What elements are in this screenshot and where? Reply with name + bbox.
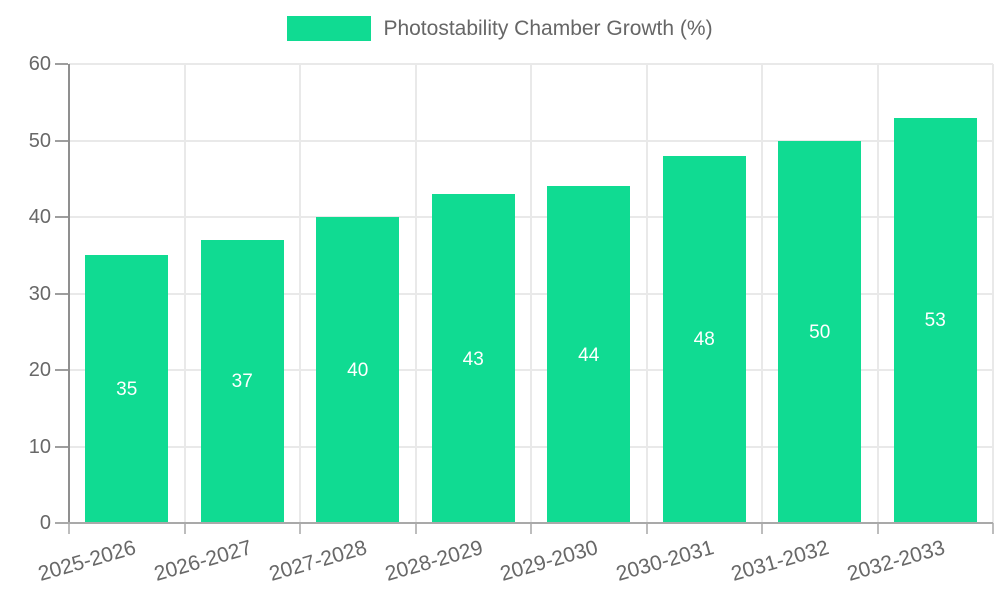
x-tick-label: 2030-2031 bbox=[613, 536, 717, 586]
y-tick-label: 10 bbox=[28, 435, 51, 458]
x-axis-tick bbox=[414, 523, 417, 534]
y-axis-tick bbox=[55, 63, 68, 65]
y-tick-label: 50 bbox=[28, 129, 51, 152]
y-axis-tick bbox=[55, 216, 68, 218]
x-tick-label: 2031-2032 bbox=[728, 536, 832, 586]
legend-swatch bbox=[287, 16, 372, 41]
y-axis-tick bbox=[55, 445, 68, 448]
legend-label: Photostability Chamber Growth (%) bbox=[383, 16, 713, 40]
x-axis-tick bbox=[183, 523, 186, 534]
x-tick-label: 2027-2028 bbox=[266, 536, 370, 586]
x-axis-line bbox=[55, 522, 993, 524]
y-tick-label: 60 bbox=[28, 53, 51, 75]
gridline-vertical bbox=[299, 64, 301, 523]
y-axis-line bbox=[68, 64, 70, 523]
bar-2027-2028[interactable] bbox=[316, 217, 400, 523]
x-tick-label: 2028-2029 bbox=[382, 536, 486, 586]
y-tick-label: 20 bbox=[28, 359, 51, 381]
bar-2025-2026[interactable] bbox=[85, 255, 169, 523]
bar-2030-2031[interactable] bbox=[662, 155, 746, 523]
gridline-vertical bbox=[645, 64, 648, 523]
gridline-vertical bbox=[414, 64, 417, 523]
x-tick-label: 2026-2027 bbox=[151, 536, 255, 586]
gridline-vertical bbox=[530, 64, 532, 523]
gridline-vertical bbox=[876, 64, 879, 523]
bar-2032-2033[interactable] bbox=[893, 117, 977, 523]
y-axis-tick bbox=[55, 369, 68, 371]
y-axis-tick bbox=[55, 139, 68, 142]
x-tick-label: 2025-2026 bbox=[35, 536, 139, 586]
y-tick-label: 0 bbox=[39, 512, 51, 534]
x-axis-tick bbox=[876, 523, 879, 534]
gridline-vertical bbox=[992, 64, 994, 523]
plot-area: 0 10 20 30 40 50 60 35 2025-2026 37 2026-2027 40 202… bbox=[29, 54, 994, 586]
x-axis-tick bbox=[761, 523, 763, 534]
x-tick-label: 2032-2033 bbox=[844, 536, 948, 586]
gridline-vertical bbox=[183, 64, 186, 523]
chart-legend[interactable]: Photostability Chamber Growth (%) bbox=[0, 16, 1000, 41]
y-tick-label: 40 bbox=[28, 206, 51, 228]
bar-2029-2030[interactable] bbox=[547, 186, 631, 523]
bar-2028-2029[interactable] bbox=[431, 194, 515, 523]
x-axis-tick bbox=[645, 523, 648, 534]
x-axis-tick bbox=[992, 523, 994, 534]
x-axis-tick bbox=[299, 523, 301, 534]
bar-2026-2027[interactable] bbox=[200, 239, 284, 523]
bar-2031-2032[interactable] bbox=[778, 140, 862, 523]
x-axis-tick bbox=[530, 523, 532, 534]
x-axis-tick bbox=[68, 523, 70, 534]
x-tick-label: 2029-2030 bbox=[497, 536, 601, 586]
y-axis-tick bbox=[55, 292, 68, 295]
gridline-vertical bbox=[761, 64, 763, 523]
y-tick-label: 30 bbox=[28, 282, 51, 305]
